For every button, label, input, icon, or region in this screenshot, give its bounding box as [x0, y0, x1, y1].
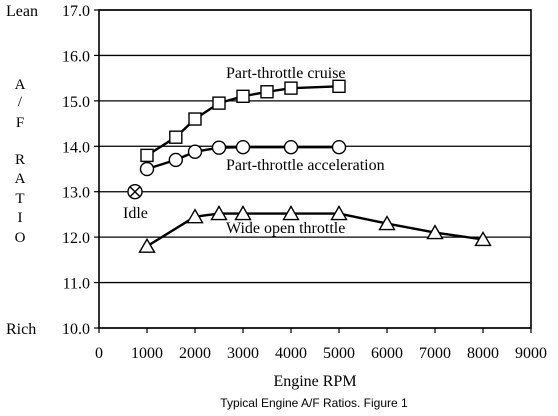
y-tick-label: 14.0: [62, 139, 90, 156]
data-point-triangle: [426, 224, 444, 240]
y-axis-label-letter: F: [16, 115, 24, 131]
data-point-triangle: [282, 205, 300, 221]
data-point-square: [169, 130, 183, 144]
x-tick-label: 3000: [227, 345, 259, 362]
x-tick-label: 4000: [275, 345, 307, 362]
x-tick-label: 2000: [179, 345, 211, 362]
y-tick-label: 11.0: [63, 276, 90, 293]
data-point-square: [284, 81, 298, 95]
x-axis-label: Engine RPM: [273, 373, 356, 390]
data-point-circle: [331, 139, 347, 155]
data-point-square: [236, 89, 250, 104]
x-tick-label: 5000: [323, 345, 355, 362]
x-tick-label: 7000: [419, 345, 451, 362]
series-label: Part-throttle cruise: [226, 65, 346, 82]
data-point-square: [332, 79, 346, 94]
chart-caption: Typical Engine A/F Ratios. Figure 1: [220, 396, 408, 410]
data-point-circle: [139, 161, 155, 177]
y-axis-label-letter: A: [15, 77, 26, 93]
y-axis-label-letter: /: [18, 94, 23, 110]
data-point-circle: [211, 140, 227, 155]
y-tick-label: 15.0: [62, 94, 90, 111]
y-axis-label-letter: O: [15, 230, 26, 246]
data-point-circle: [235, 139, 251, 155]
data-point-square: [212, 96, 226, 110]
data-point-triangle: [378, 215, 396, 231]
y-rich-label: Rich: [6, 321, 36, 338]
plot-frame: [98, 9, 532, 329]
data-point-triangle: [186, 208, 204, 224]
y-tick-label: 16.0: [62, 48, 90, 65]
y-axis-label-letter: T: [15, 191, 24, 207]
x-tick-label: 9000: [515, 345, 547, 362]
idle-marker-x-stroke: [129, 186, 141, 198]
x-tick-label: 8000: [467, 345, 499, 362]
data-point-circle: [283, 139, 299, 155]
x-tick-label: 0: [95, 345, 103, 362]
data-point-triangle: [234, 205, 252, 221]
y-tick-label: 17.0: [62, 3, 90, 20]
y-tick-label: 12.0: [62, 230, 90, 247]
y-tick-label: 13.0: [62, 185, 90, 202]
data-point-triangle: [210, 205, 228, 221]
data-point-triangle: [474, 231, 492, 247]
data-point-circle: [168, 152, 184, 168]
y-axis-label-letter: I: [18, 210, 23, 226]
data-point-square: [140, 148, 154, 163]
data-point-circle: [187, 144, 203, 159]
series-label: Part-throttle acceleration: [226, 157, 385, 174]
x-tick-label: 1000: [131, 345, 163, 362]
data-point-triangle: [138, 237, 156, 253]
y-axis-label-letter: R: [15, 152, 25, 168]
y-axis-label-letter: A: [15, 171, 26, 187]
x-tick-label: 6000: [371, 345, 403, 362]
series-label: Wide open throttle: [226, 220, 345, 237]
data-point-triangle: [330, 205, 348, 221]
y-lean-label: Lean: [6, 3, 38, 20]
data-point-square: [260, 85, 274, 99]
y-tick-label: 10.0: [62, 321, 90, 338]
idle-annotation-label: Idle: [123, 205, 148, 222]
data-point-square: [188, 112, 202, 126]
